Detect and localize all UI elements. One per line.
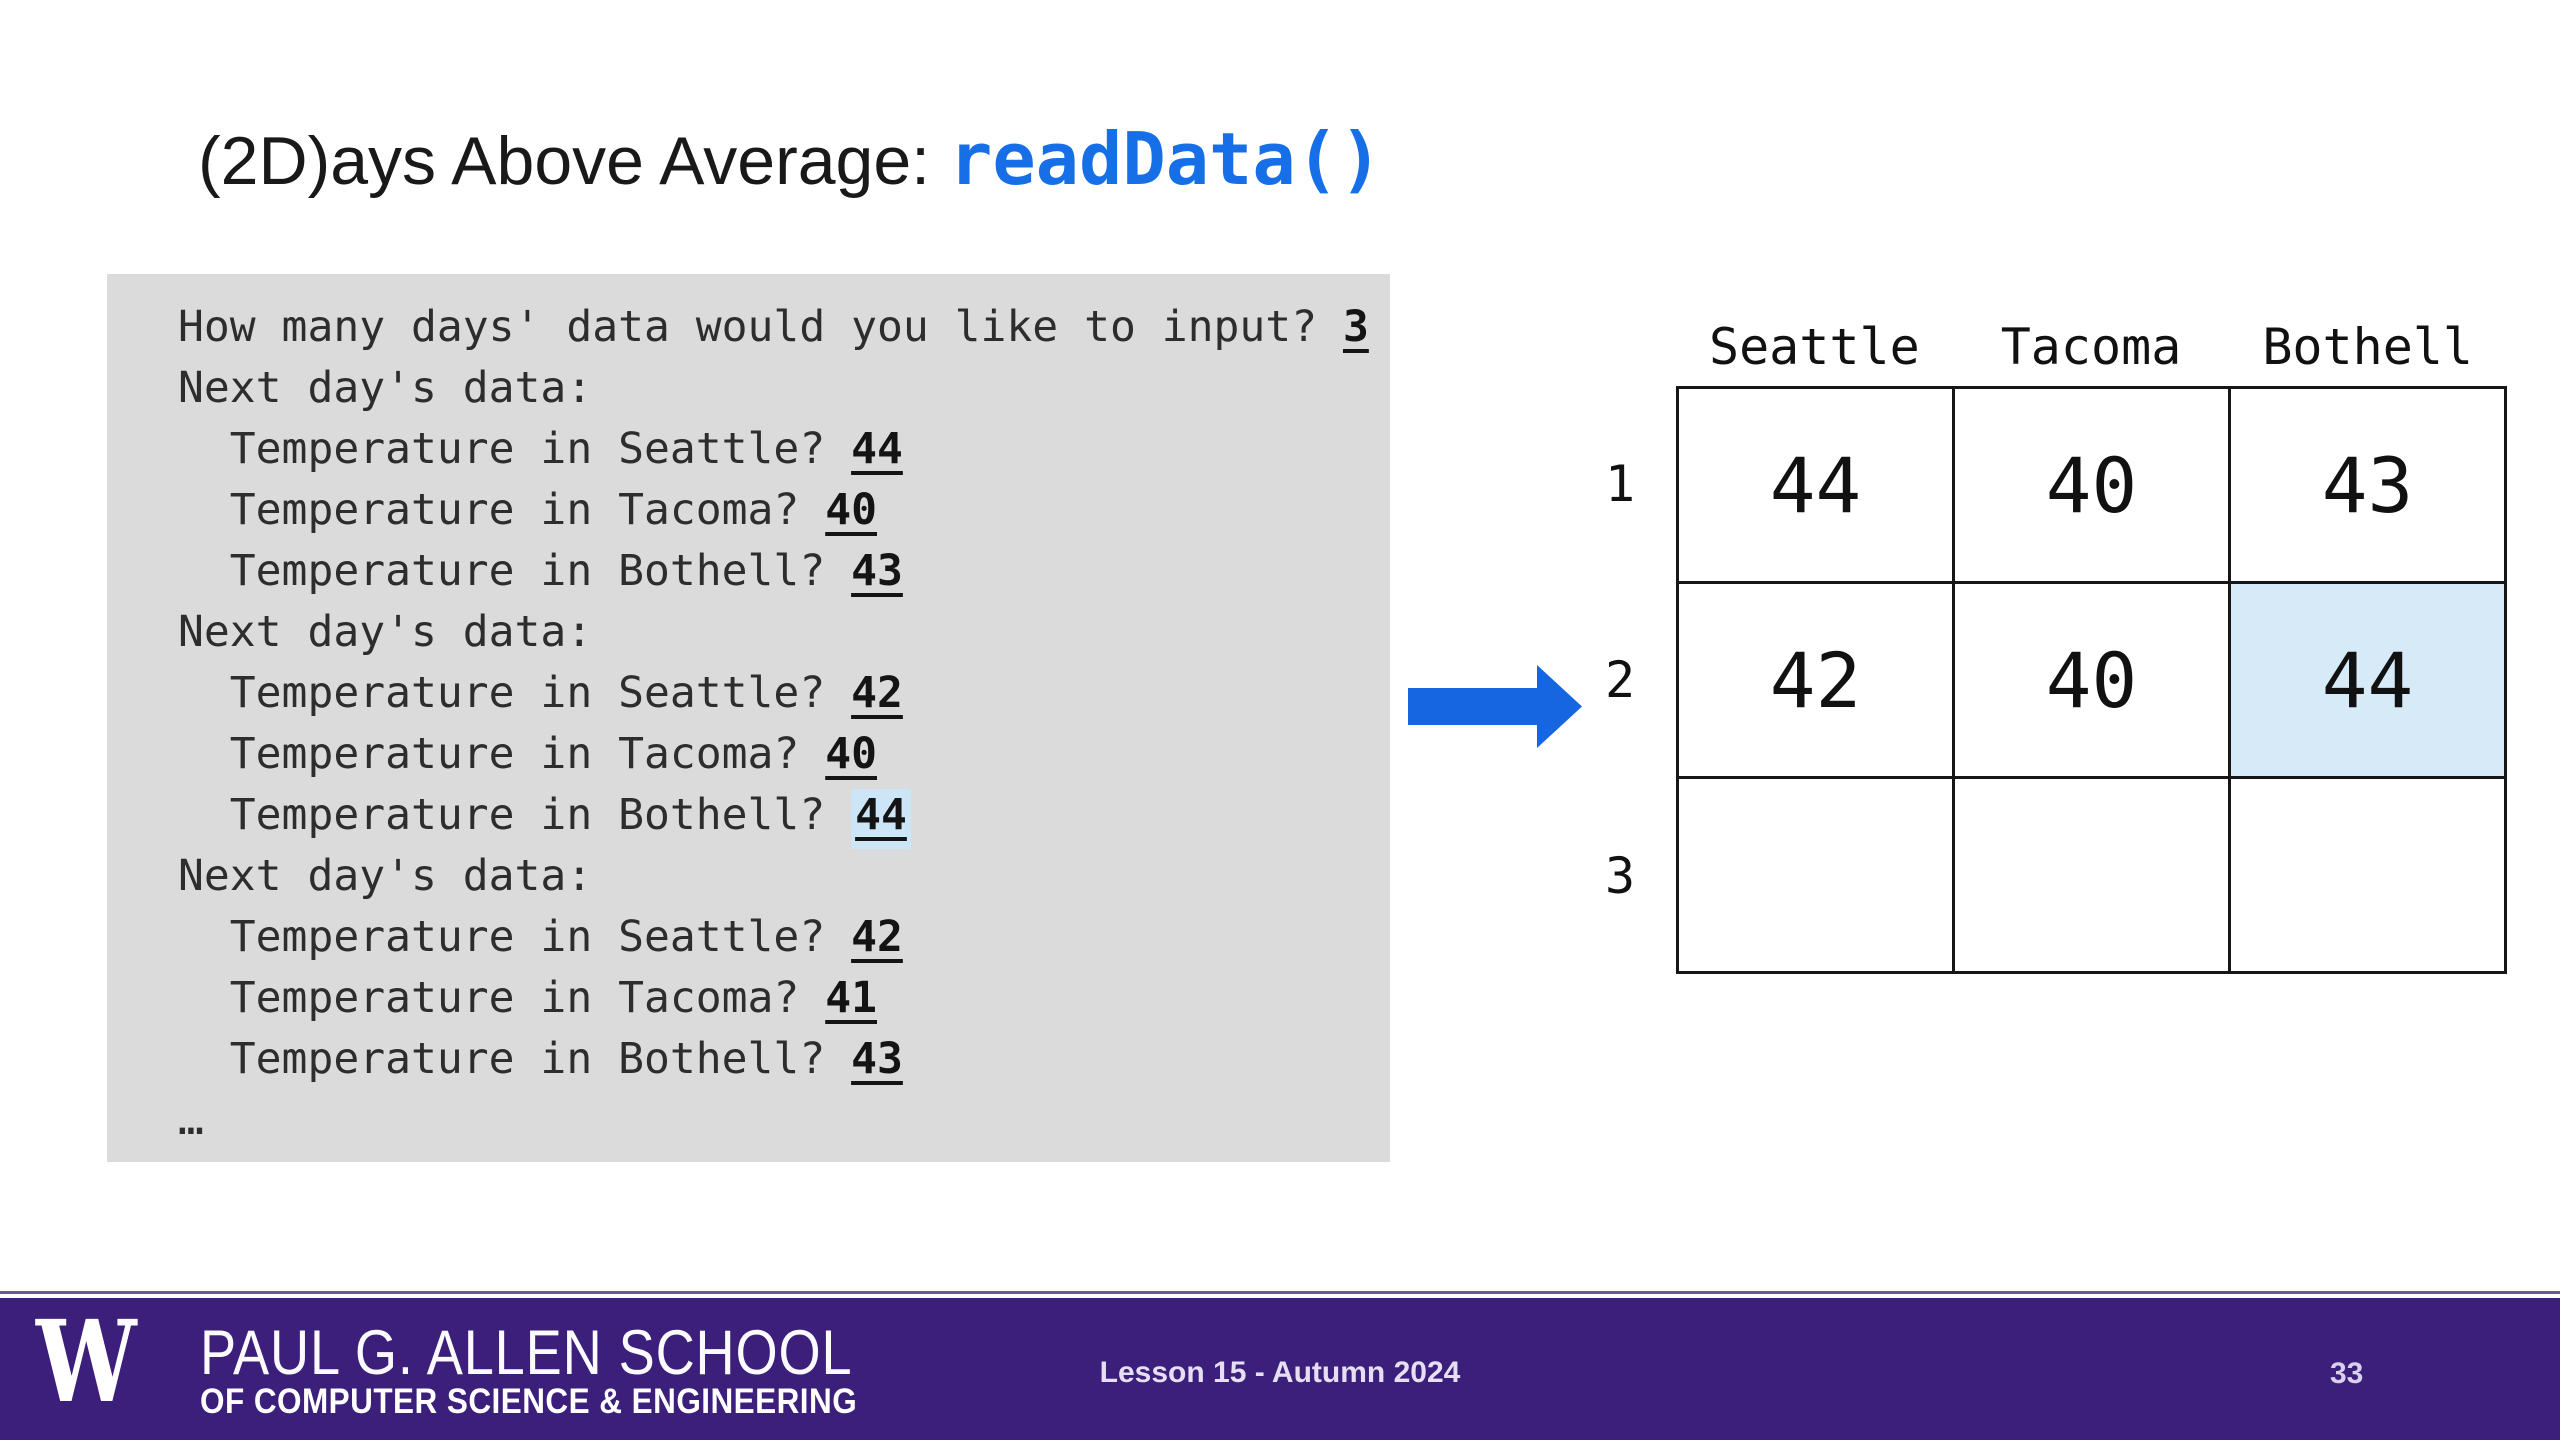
slide-title: (2D)ays Above Average: readData() [198, 117, 1382, 201]
console-line: Next day's data: [178, 358, 1390, 419]
console-input-value: 3 [1342, 302, 1369, 352]
table-column-headers: Seattle Tacoma Bothell [1676, 318, 2506, 376]
slide-title-text: (2D)ays Above Average: [198, 123, 949, 199]
console-input-value: 41 [825, 973, 877, 1023]
temperature-table: 44 40 43 42 40 44 [1676, 386, 2507, 974]
table-cell: 42 [1676, 581, 1955, 779]
console-line: Temperature in Seattle? 42 [178, 907, 1390, 968]
console-line: Temperature in Bothell? 44 [178, 785, 1390, 849]
table-cell [1676, 776, 1955, 974]
footer-accent-line [0, 1291, 2560, 1294]
console-input-value: 40 [825, 729, 877, 779]
table-cell: 40 [1952, 581, 2231, 779]
console-input-value: 44 [851, 424, 903, 474]
console-line: Next day's data: [178, 602, 1390, 663]
console-line-text: Temperature in Seattle? [178, 668, 852, 718]
table-cell: 44 [2228, 581, 2507, 779]
console-line: Temperature in Tacoma? 40 [178, 480, 1390, 541]
console-line-text: Temperature in Seattle? [178, 912, 852, 962]
table-cell: 44 [1676, 386, 1955, 584]
table-row: 42 40 44 [1676, 581, 2507, 779]
console-output-panel: How many days' data would you like to in… [107, 274, 1390, 1162]
console-input-value: 43 [851, 546, 903, 596]
footer-lesson-label: Lesson 15 - Autumn 2024 [1099, 1356, 1461, 1389]
console-line: Temperature in Bothell? 43 [178, 1029, 1390, 1090]
table-row: 44 40 43 [1676, 386, 2507, 584]
console-line-text: How many days' data would you like to in… [178, 302, 1343, 352]
console-line-text: Temperature in Tacoma? [178, 485, 826, 535]
slide-title-code: readData() [948, 117, 1383, 201]
block-arrow-right-icon [1408, 665, 1582, 748]
table-row-label: 3 [1604, 847, 1636, 905]
table-column-header: Tacoma [2000, 318, 2182, 376]
console-line-text: Temperature in Tacoma? [178, 973, 826, 1023]
footer-page-number: 33 [2330, 1357, 2364, 1390]
console-line-text: Temperature in Bothell? [178, 790, 852, 840]
console-line-text: Temperature in Seattle? [178, 424, 852, 474]
table-row [1676, 776, 2507, 974]
table-cell [1952, 776, 2231, 974]
console-line: Next day's data: [178, 846, 1390, 907]
table-cell: 40 [1952, 386, 2231, 584]
console-input-value: 43 [851, 1034, 903, 1084]
console-input-value: 42 [851, 912, 903, 962]
console-line-text: Temperature in Tacoma? [178, 729, 826, 779]
table-column-header: Seattle [1708, 318, 1920, 376]
console-input-value: 40 [825, 485, 877, 535]
console-line-text: Temperature in Bothell? [178, 1034, 852, 1084]
console-line: Temperature in Bothell? 43 [178, 541, 1390, 602]
console-line: … [178, 1090, 1390, 1151]
table-row-label: 2 [1604, 651, 1636, 709]
table-cell: 43 [2228, 386, 2507, 584]
table-row-label: 1 [1604, 455, 1636, 513]
console-input-value: 42 [851, 668, 903, 718]
footer-bar [0, 1298, 2560, 1440]
console-line: Temperature in Seattle? 44 [178, 419, 1390, 480]
console-line-text: Next day's data: [178, 851, 593, 901]
console-line: Temperature in Seattle? 42 [178, 663, 1390, 724]
console-line-text: Next day's data: [178, 363, 593, 413]
console-line-text: Temperature in Bothell? [178, 546, 852, 596]
console-line-text: Next day's data: [178, 607, 593, 657]
table-cell [2228, 776, 2507, 974]
console-line: Temperature in Tacoma? 40 [178, 724, 1390, 785]
uw-logo-icon: W [36, 1297, 137, 1428]
footer-school-name: PAUL G. ALLEN SCHOOL [200, 1318, 853, 1388]
table-row-labels: 1 2 3 [1584, 386, 1656, 974]
footer-school-subtitle: OF COMPUTER SCIENCE & ENGINEERING [200, 1382, 858, 1421]
console-line-text: … [178, 1095, 204, 1145]
console-input-value-highlighted: 44 [851, 789, 911, 849]
console-line: How many days' data would you like to in… [178, 297, 1390, 358]
console-line: Temperature in Tacoma? 41 [178, 968, 1390, 1029]
table-column-header: Bothell [2262, 318, 2474, 376]
